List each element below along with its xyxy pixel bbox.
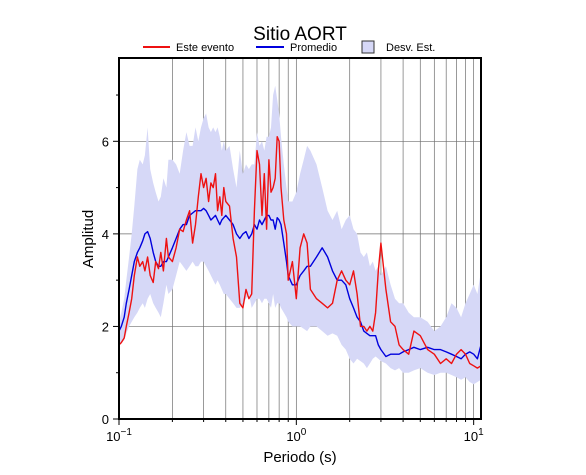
- plot-frame: [118, 57, 482, 420]
- chart-legend: Este evento Promedio Desv. Est.: [143, 40, 435, 54]
- legend-event-label: Este evento: [176, 42, 234, 54]
- legend-band-label: Desv. Est.: [386, 42, 435, 54]
- x-tick-label: 10−1: [106, 427, 132, 444]
- std-dev-band: [119, 85, 481, 385]
- event-series-line: [118, 136, 482, 369]
- x-tick-label: 100: [286, 427, 306, 444]
- y-tick-label: 4: [102, 227, 109, 242]
- chart-series-layer: [118, 136, 482, 369]
- legend-mean-label: Promedio: [290, 42, 337, 54]
- y-tick-label: 2: [102, 319, 109, 334]
- y-axis-label: Amplitud: [80, 210, 97, 268]
- y-tick-label: 6: [102, 134, 109, 149]
- x-tick-label: 101: [464, 427, 484, 444]
- legend-band-swatch: [361, 40, 375, 54]
- y-tick-label: 0: [102, 412, 109, 427]
- chart-band-layer: [119, 85, 481, 385]
- chart-title: Sitio AORT: [253, 24, 347, 45]
- chart-ticks: 0 2 4 6 10−1 100 101: [102, 94, 484, 444]
- x-axis-label: Periodo (s): [263, 449, 336, 466]
